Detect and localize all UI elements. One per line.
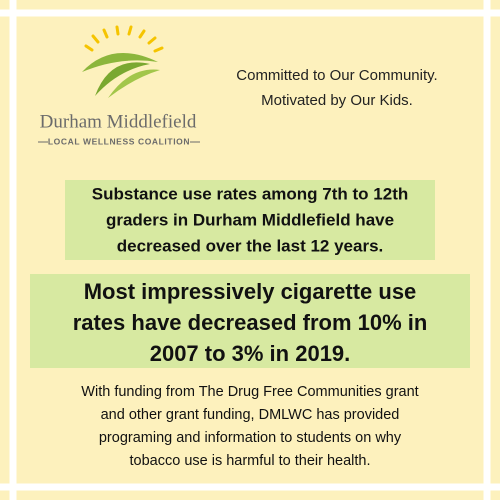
- headline-text: rates have decreased from 10% in: [73, 310, 428, 335]
- highlight-box: [65, 180, 435, 260]
- body-text: tobacco use is harmful to their health.: [130, 453, 371, 469]
- tagline: Motivated by Our Kids.: [261, 92, 413, 109]
- body-text: and other grant funding, DMLWC has provi…: [101, 407, 400, 423]
- body-text: With funding from The Drug Free Communit…: [81, 384, 418, 400]
- body-text: programing and information to students o…: [99, 430, 402, 446]
- highlight-text: decreased over the last 12 years.: [117, 236, 384, 255]
- headline-text: Most impressively cigarette use: [84, 279, 417, 304]
- highlight-text: Substance use rates among 7th to 12th: [92, 184, 408, 203]
- tagline: Committed to Our Community.: [236, 67, 437, 84]
- headline-text: 2007 to 3% in 2019.: [150, 341, 351, 366]
- logo-subtitle: LOCAL WELLNESS COALITION: [48, 136, 190, 146]
- headline-box: [30, 274, 470, 368]
- logo-mark: [82, 25, 164, 98]
- logo-name: Durham Middlefield: [40, 111, 197, 132]
- highlight-text: graders in Durham Middlefield have: [106, 210, 394, 229]
